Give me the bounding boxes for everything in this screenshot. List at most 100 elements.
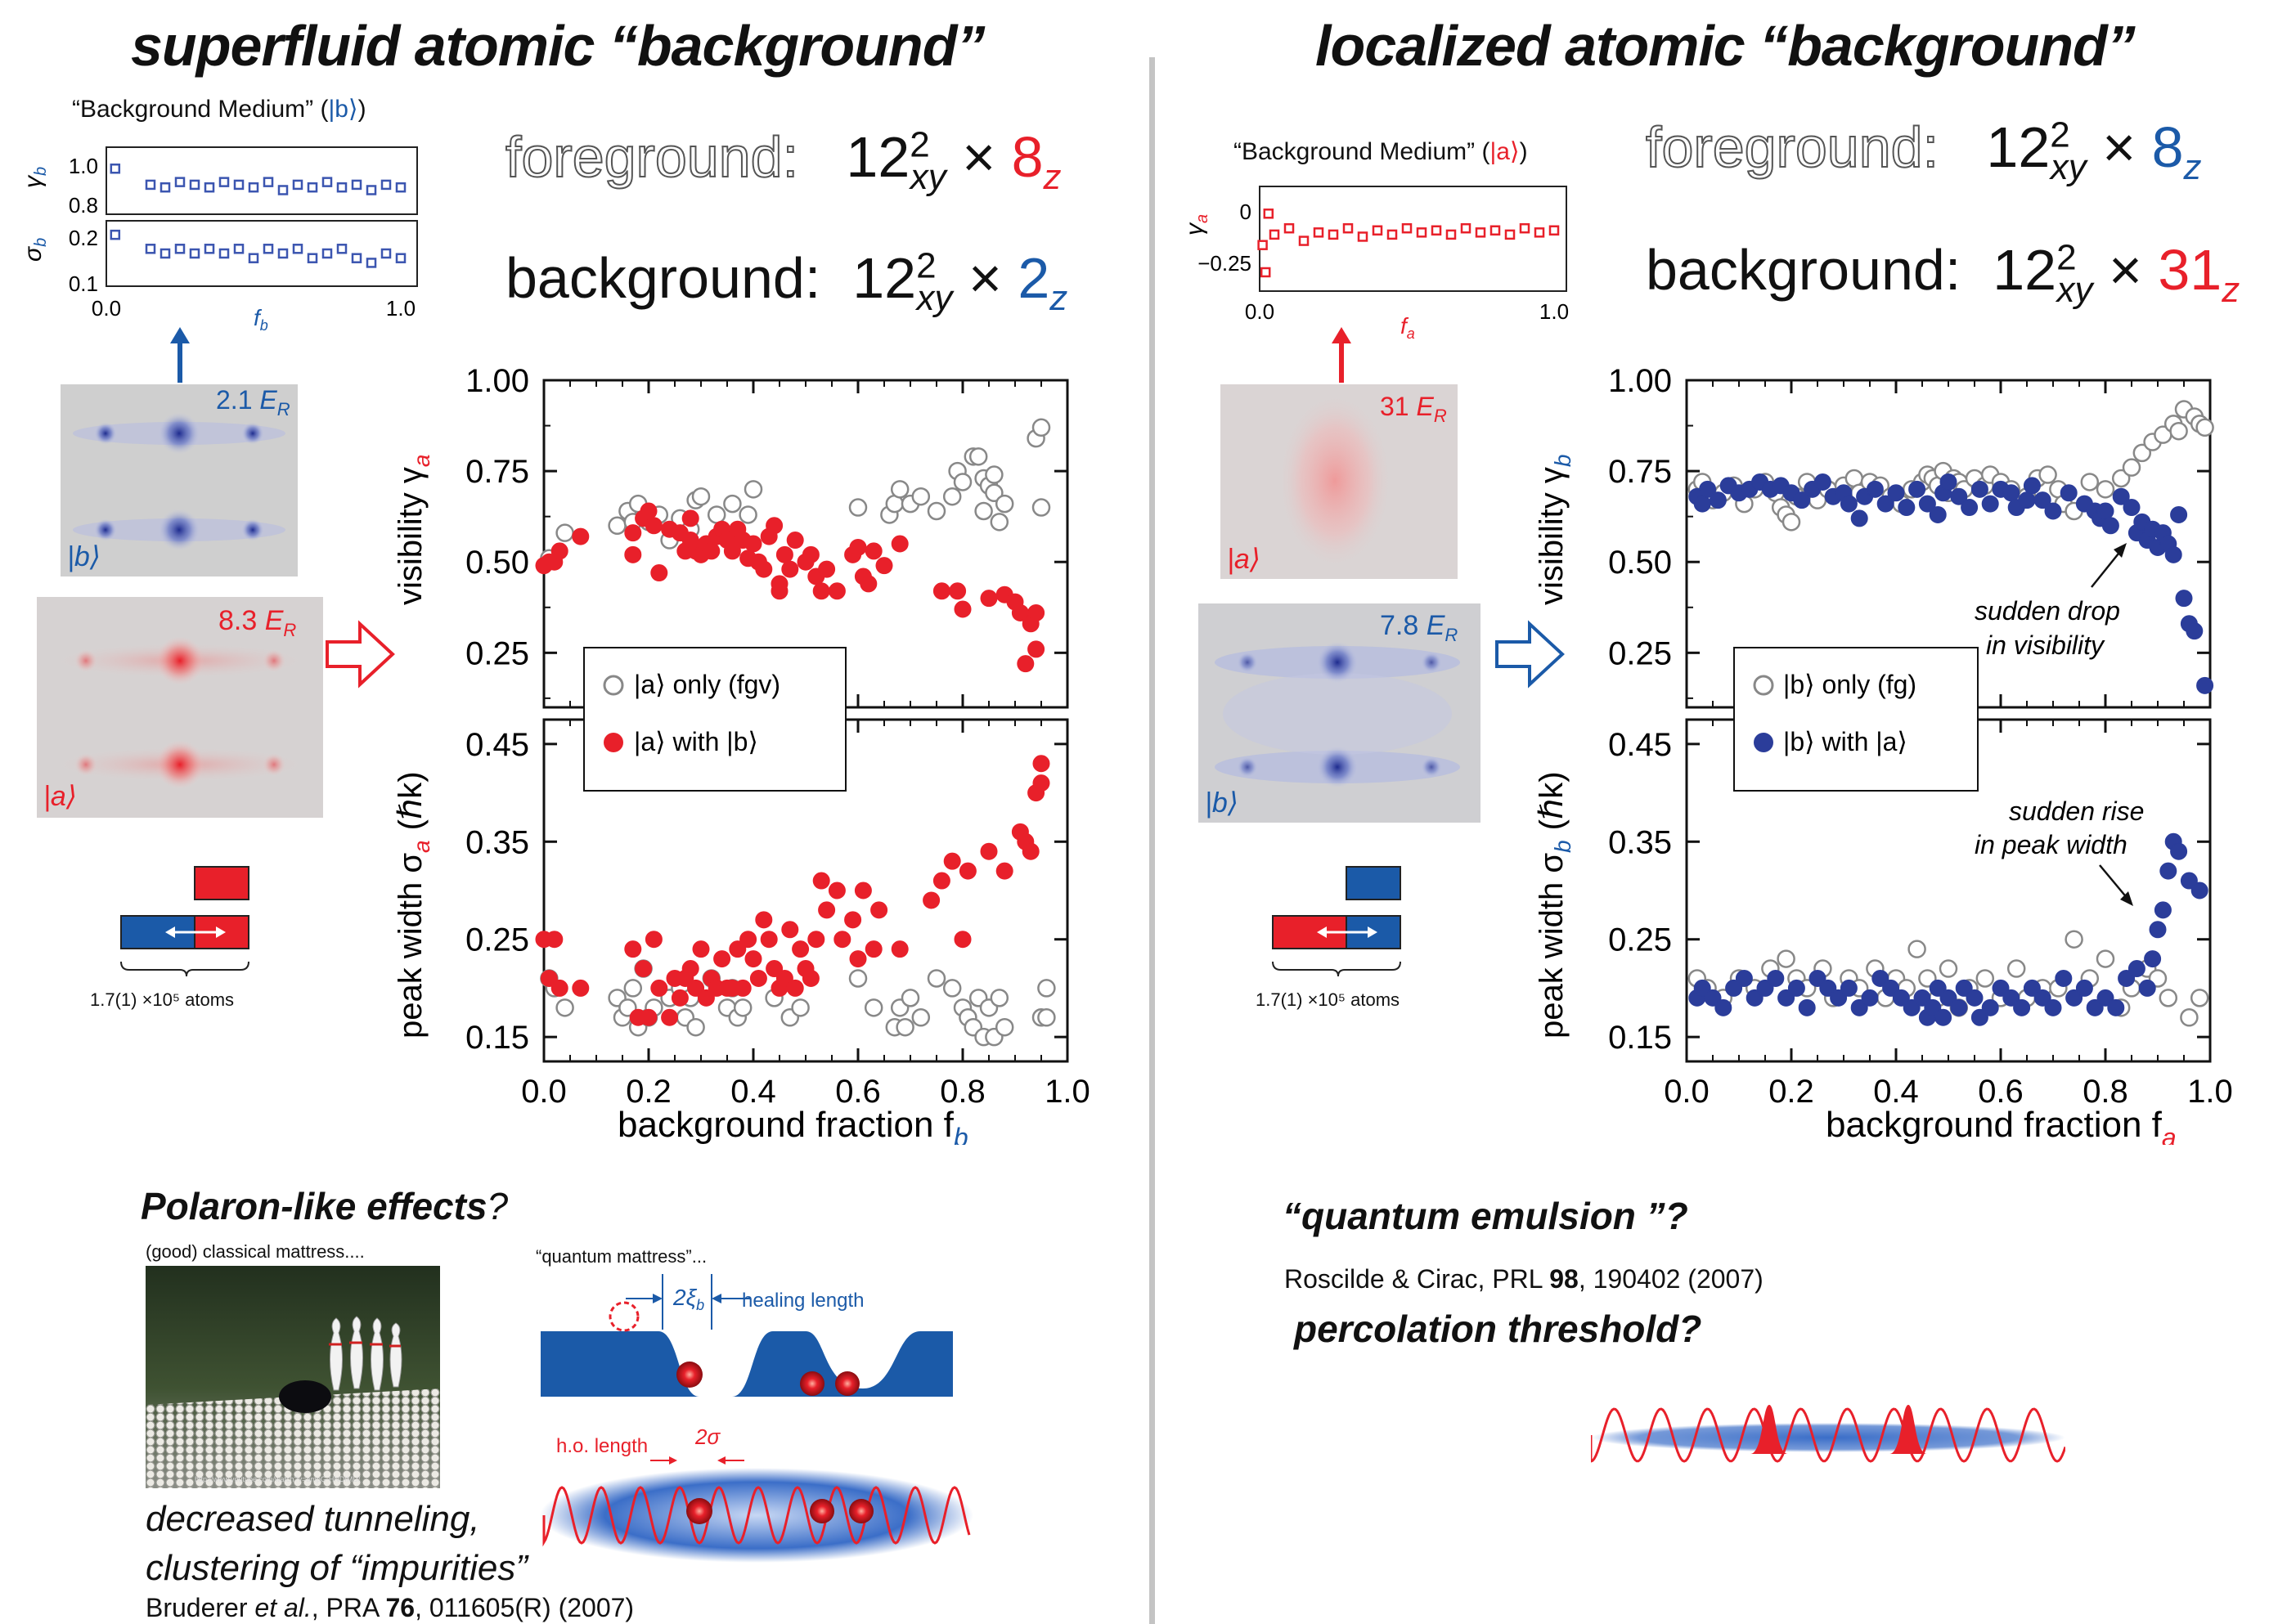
visibility-open-point: [1031, 498, 1051, 517]
peak-width-filled-point: [932, 872, 950, 890]
inset-gamma-point: [1460, 222, 1471, 234]
inset-gamma-point: [1269, 229, 1280, 240]
peak-width-filled-point: [661, 1008, 679, 1026]
percolation-heading: percolation threshold?: [1294, 1308, 1702, 1350]
visibility-filled-point: [812, 582, 830, 600]
y-tick-label: 0.35: [465, 824, 529, 860]
inset-sigma-point: [233, 244, 245, 254]
visibility-open-point: [2096, 480, 2115, 499]
visibility-open-point: [2038, 465, 2057, 484]
peak-width-open-point: [864, 998, 883, 1017]
inset-sigma-point: [145, 244, 156, 254]
visibility-filled-point: [891, 535, 909, 553]
left-heading: superfluid atomic “background”: [131, 14, 985, 78]
visibility-filled-point: [1876, 495, 1894, 513]
y-tick-label: 0.25: [1608, 922, 1672, 958]
visibility-open-point: [691, 487, 711, 506]
legend-box: [583, 647, 847, 792]
inset-sigma-point: [204, 244, 215, 254]
annotation-rise-arrow: [2099, 864, 2129, 900]
visibility-filled-point: [2170, 505, 2188, 523]
left-foreground-eq: foreground: 122xy × 8z: [505, 124, 1062, 197]
visibility-filled-point: [2164, 545, 2182, 563]
visibility-open-point: [1782, 513, 1801, 532]
peak-width-filled-point: [786, 979, 804, 997]
x-tick-label: 0.0: [1664, 1074, 1710, 1110]
inset-ylabel: γa: [1181, 214, 1211, 236]
visibility-open-point: [744, 480, 763, 499]
annotation-rise-1: sudden rise: [2009, 796, 2144, 826]
inset-gamma-point: [366, 185, 377, 195]
visibility-filled-point: [766, 517, 784, 535]
peak-width-filled-point: [1714, 998, 1732, 1016]
legend-filled-label: |a⟩ with |b⟩: [634, 727, 758, 756]
inset-gamma-point: [1534, 227, 1545, 238]
peak-width-filled-point: [671, 989, 689, 1007]
inset-gamma-point: [307, 182, 318, 193]
peak-width-filled-point: [849, 950, 867, 968]
visibility-filled-point: [2186, 622, 2204, 640]
annotation-drop-arrow: [2091, 549, 2123, 588]
visibility-open-point: [2132, 443, 2152, 463]
visibility-filled-point: [1898, 499, 1916, 517]
visibility-filled-point: [1699, 480, 1717, 498]
ho-label: h.o. length: [556, 1435, 648, 1457]
peak-width-open-point: [1037, 1008, 1056, 1027]
peak-width-filled-point: [844, 911, 862, 929]
visibility-open-point: [707, 505, 726, 524]
peak-width-filled-point: [1950, 998, 1968, 1016]
peak-width-filled-point: [923, 891, 941, 909]
inset-sigma-point: [336, 244, 348, 254]
inset-gamma-point: [1401, 222, 1413, 234]
inset-xlabel: fa: [1400, 313, 1415, 342]
image-energy: 2.1 ER: [216, 385, 290, 419]
inset-gamma-point: [1504, 229, 1516, 240]
right-block-diagram: [1272, 866, 1401, 977]
annotation-rise-2: in peak width: [1975, 830, 2127, 859]
visibility-filled-point: [2023, 477, 2041, 495]
visibility-open-point: [985, 465, 1004, 484]
inset-gamma-point: [1519, 222, 1530, 234]
visibility-filled-point: [2044, 502, 2062, 520]
peak-width-filled-point: [980, 842, 998, 860]
peak-width-filled-point: [792, 940, 810, 958]
visibility-open-point: [2122, 458, 2141, 477]
inset-gamma-point: [1475, 227, 1486, 238]
peak-width-filled-point: [749, 969, 767, 987]
visibility-open-point: [985, 483, 1004, 503]
inset-gamma-point: [1257, 240, 1268, 250]
peak-width-filled-point: [1032, 774, 1050, 792]
visibility-open-point: [2080, 473, 2100, 491]
inset-gamma-point: [1263, 209, 1274, 219]
x-tick-label: 0.8: [940, 1074, 986, 1110]
inset-tick-1.0: 1.0: [69, 154, 98, 178]
peak-width-filled-point: [2144, 950, 2162, 968]
inset-sigma-point: [248, 253, 259, 263]
inset-sigma-point: [395, 253, 407, 263]
y-tick-label: 0.45: [1608, 727, 1672, 763]
inset-xlabel: fb: [254, 305, 268, 334]
peak-width-filled-point: [1840, 979, 1858, 997]
inset-gamma-point: [380, 179, 392, 191]
inset-ylabel-sigma: σb: [20, 238, 50, 262]
visibility-open-point: [927, 501, 946, 521]
inset-sigma-point: [263, 244, 274, 254]
visibility-filled-point: [980, 590, 998, 608]
peak-width-filled-point: [891, 940, 909, 958]
visibility-filled-point: [875, 557, 893, 575]
y-tick-label: 0.25: [1608, 635, 1672, 671]
peak-width-filled-point: [2075, 979, 2093, 997]
inset-gamma-point: [248, 182, 259, 193]
left-reference: Bruderer et al., PRA 76, 011605(R) (2007…: [146, 1593, 635, 1622]
right-image-a: 31 ER |a⟩: [1220, 384, 1458, 579]
visibility-filled-point: [2196, 676, 2214, 694]
visibility-filled-point: [860, 575, 878, 593]
visibility-filled-point: [786, 532, 804, 550]
visibility-filled-point: [932, 582, 950, 600]
peak-width-open-point: [733, 998, 753, 1017]
peak-width-filled-point: [943, 852, 961, 870]
inset-gamma-point: [1416, 227, 1427, 238]
inset-gamma-point: [1386, 229, 1398, 240]
visibility-open-point: [974, 501, 993, 521]
visibility-open-point: [1031, 418, 1051, 437]
